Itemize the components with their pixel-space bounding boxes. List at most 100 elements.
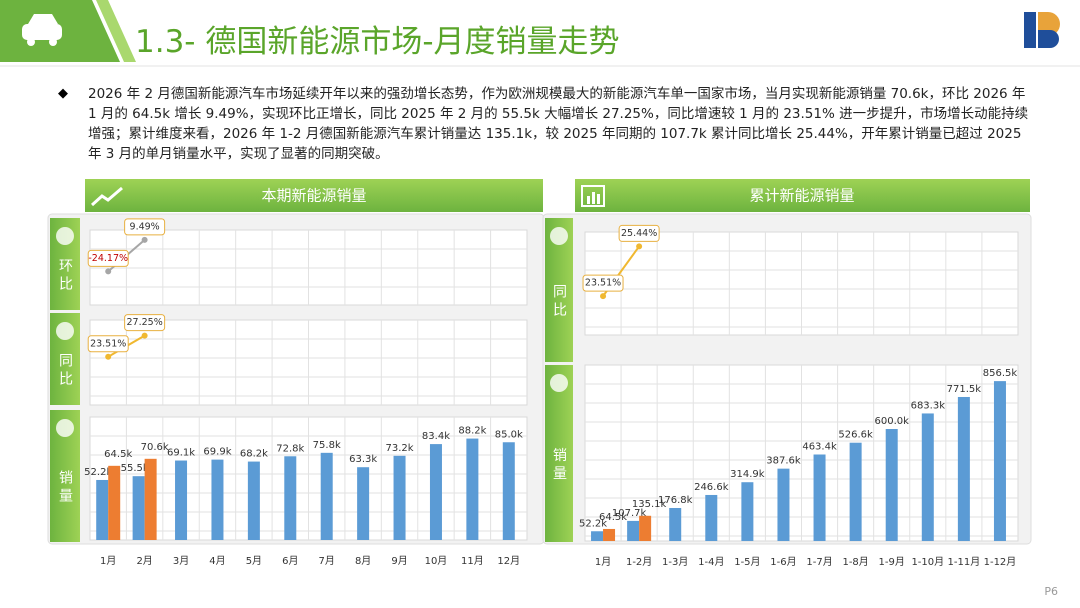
bar-value-label: 69.1k bbox=[167, 448, 195, 459]
bar bbox=[284, 456, 297, 540]
side-icon bbox=[56, 322, 74, 340]
logo bbox=[1024, 12, 1060, 48]
bar bbox=[108, 465, 121, 540]
x-tick-label: 1-7月 bbox=[806, 556, 832, 568]
bar bbox=[247, 461, 260, 540]
car-icon bbox=[22, 14, 62, 46]
bar bbox=[627, 520, 640, 541]
bar bbox=[144, 458, 157, 540]
bar-value-label: 683.3k bbox=[911, 400, 946, 411]
line-point bbox=[600, 293, 607, 300]
bar bbox=[705, 494, 718, 541]
bar-value-label: 70.6k bbox=[141, 442, 169, 453]
callout-box bbox=[87, 335, 129, 353]
x-tick-label: 1-8月 bbox=[842, 556, 868, 568]
bar-value-label: 72.8k bbox=[276, 443, 304, 454]
bar-value-label: 176.8k bbox=[658, 495, 693, 506]
side-icon bbox=[550, 227, 568, 245]
panel-title: 本期新能源销量 bbox=[261, 187, 366, 205]
side-icon bbox=[56, 227, 74, 245]
slide-title: 1.3- 德国新能源市场-月度销量走势 bbox=[135, 24, 620, 60]
bar-value-label: 73.2k bbox=[386, 443, 414, 454]
point-label: 23.51% bbox=[90, 338, 126, 349]
callout-box bbox=[124, 314, 166, 332]
x-tick-label: 3月 bbox=[173, 555, 189, 567]
bar-value-label: 387.6k bbox=[766, 456, 801, 467]
point-label: 23.51% bbox=[585, 278, 621, 289]
panel-header bbox=[575, 179, 1030, 212]
bar-value-label: 75.8k bbox=[313, 440, 341, 451]
bars-icon bbox=[581, 185, 605, 207]
bar bbox=[921, 413, 934, 541]
line-point bbox=[105, 353, 112, 360]
bar bbox=[669, 507, 682, 541]
x-tick-label: 1-11月 bbox=[948, 556, 981, 568]
x-tick-label: 1-4月 bbox=[698, 556, 724, 568]
x-tick-label: 1-9月 bbox=[879, 556, 905, 568]
bar-value-label: 88.2k bbox=[458, 426, 486, 437]
side-label-box bbox=[545, 365, 573, 542]
bar-value-label: 52.2k bbox=[84, 467, 112, 478]
bar-value-label: 314.9k bbox=[730, 469, 765, 480]
bar bbox=[849, 442, 862, 541]
bar-value-label: 52.2k bbox=[579, 518, 607, 529]
side-label: 销量 bbox=[551, 448, 567, 484]
side-label: 环比 bbox=[57, 258, 73, 294]
bar bbox=[211, 459, 224, 540]
x-tick-label: 1-5月 bbox=[734, 556, 760, 568]
callout-box bbox=[582, 274, 624, 292]
callout-box bbox=[124, 218, 166, 236]
bar bbox=[777, 468, 790, 541]
bar-value-label: 107.7k bbox=[612, 508, 647, 519]
panel-title: 累计新能源销量 bbox=[749, 187, 854, 205]
bar-value-label: 771.5k bbox=[947, 384, 982, 395]
bar-value-label: 64.5k bbox=[104, 449, 132, 460]
bar bbox=[320, 452, 333, 540]
side-label: 同比 bbox=[551, 284, 567, 320]
callout-box bbox=[87, 249, 129, 267]
point-label: 9.49% bbox=[130, 221, 160, 232]
x-tick-label: 8月 bbox=[355, 555, 371, 567]
bullet: ◆ bbox=[58, 86, 68, 101]
line-point bbox=[105, 268, 112, 275]
bar-value-label: 64.5k bbox=[599, 512, 627, 523]
paragraph: 2026 年 2 月德国新能源汽车市场延续开年以来的强劲增长态势，作为欧洲规模最… bbox=[88, 86, 1029, 162]
bar-value-label: 463.4k bbox=[802, 441, 837, 452]
x-tick-label: 5月 bbox=[246, 555, 262, 567]
bar bbox=[813, 454, 826, 541]
x-tick-label: 1-12月 bbox=[984, 556, 1017, 568]
line-point bbox=[141, 236, 148, 243]
bar-value-label: 246.6k bbox=[694, 482, 729, 493]
bar-value-label: 135.1k bbox=[632, 499, 667, 510]
page-number: P6 bbox=[1044, 585, 1058, 598]
x-tick-label: 6月 bbox=[282, 555, 298, 567]
side-icon bbox=[550, 374, 568, 392]
bar bbox=[591, 531, 604, 541]
bar-value-label: 83.4k bbox=[422, 431, 450, 442]
bar bbox=[741, 482, 754, 541]
x-tick-label: 1月 bbox=[595, 556, 611, 568]
bar-value-label: 526.6k bbox=[838, 430, 873, 441]
bar-value-label: 85.0k bbox=[495, 429, 523, 440]
point-label: 27.25% bbox=[127, 317, 163, 328]
trend-icon bbox=[90, 186, 123, 207]
bar-value-label: 55.5k bbox=[121, 463, 149, 474]
x-tick-label: 7月 bbox=[319, 555, 335, 567]
header-stripe bbox=[96, 0, 136, 62]
bar-value-label: 600.0k bbox=[874, 416, 909, 427]
bar-value-label: 68.2k bbox=[240, 449, 268, 460]
bar bbox=[132, 476, 145, 540]
x-tick-label: 1-10月 bbox=[911, 556, 944, 568]
bar-value-label: 69.9k bbox=[203, 447, 231, 458]
line-point bbox=[141, 332, 148, 339]
x-tick-label: 1-6月 bbox=[770, 556, 796, 568]
x-tick-label: 2月 bbox=[136, 555, 152, 567]
point-label: 25.44% bbox=[621, 228, 657, 239]
x-tick-label: 9月 bbox=[391, 555, 407, 567]
side-label: 同比 bbox=[57, 353, 73, 389]
bar-value-label: 63.3k bbox=[349, 454, 377, 465]
bar-value-label: 856.5k bbox=[983, 368, 1018, 379]
bar bbox=[502, 442, 515, 540]
